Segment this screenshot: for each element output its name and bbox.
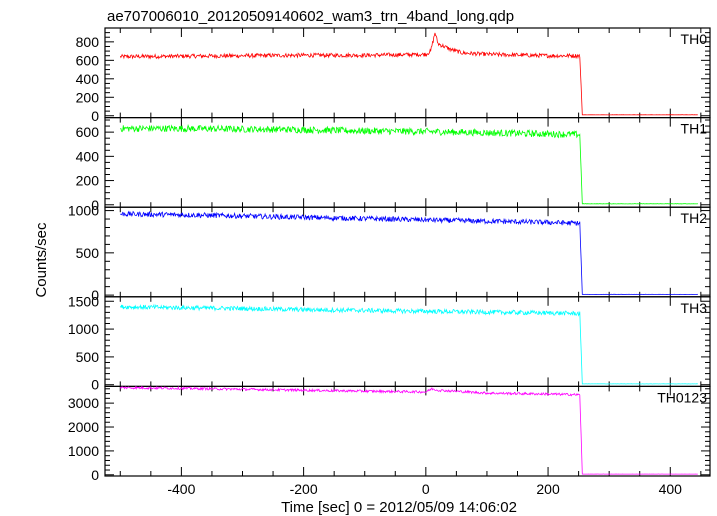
panel-name-label: TH3 [681,300,708,316]
y-tick-label: 400 [76,148,100,164]
panel-th0123: 0 1000 2000 3000 TH0123 [68,385,711,483]
y-tick-label: 1500 [68,293,99,309]
x-tick-label: 400 [659,481,683,497]
y-tick-label: 200 [76,89,100,105]
x-tick-label: 200 [536,481,560,497]
series-line-th0 [119,32,698,116]
panel-frame [104,27,711,119]
panel-name-label: TH1 [681,121,708,137]
y-tick-label: 500 [76,245,100,261]
y-tick-label: 1000 [68,321,99,337]
y-tick-label: 500 [76,349,100,365]
panel-th3: 0 500 1000 1500 TH3 [68,293,711,393]
y-tick-label: 0 [91,108,99,124]
y-axis-label: Counts/sec [33,222,50,298]
x-tick-label: -400 [167,481,195,497]
y-tick-label: 600 [76,124,100,140]
y-tick-label: 0 [91,287,99,303]
panel-th1: 0 200 400 600 TH1 [76,116,711,213]
chart-title: ae707006010_20120509140602_wam3_trn_4ban… [107,8,514,25]
panel-th2: 0 500 1000 TH2 [68,203,711,303]
series-line-th1 [120,124,698,205]
panel-name-label: TH2 [681,210,708,226]
y-tick-label: 800 [76,34,100,50]
y-tick-label: 0 [91,197,99,213]
x-axis-label: Time [sec] 0 = 2012/05/09 14:06:02 [281,499,517,516]
y-tick-label: 1000 [68,203,99,219]
panel-name-label: TH0 [681,31,708,47]
y-tick-label: 1000 [68,443,99,459]
series-line-th0123 [119,385,698,475]
y-tick-label: 3000 [68,395,99,411]
y-tick-label: 600 [76,52,100,68]
series-line-th2 [120,210,698,296]
x-tick-label: 0 [422,481,430,497]
y-tick-label: 200 [76,173,100,189]
y-tick-label: 0 [91,377,99,393]
panel-frame [104,385,711,477]
x-tick-label: -200 [290,481,318,497]
y-tick-label: 2000 [68,419,99,435]
panels-group: 0 200 400 600 800 TH0 0 200 400 600 TH1 0 500 1000 TH2… [68,27,711,497]
y-tick-label: 400 [76,71,100,87]
y-tick-label: 0 [91,467,99,483]
panel-th0: 0 200 400 600 800 TH0 [76,27,711,124]
panel-name-label: TH0123 [657,389,707,405]
series-line-th3 [119,303,698,385]
